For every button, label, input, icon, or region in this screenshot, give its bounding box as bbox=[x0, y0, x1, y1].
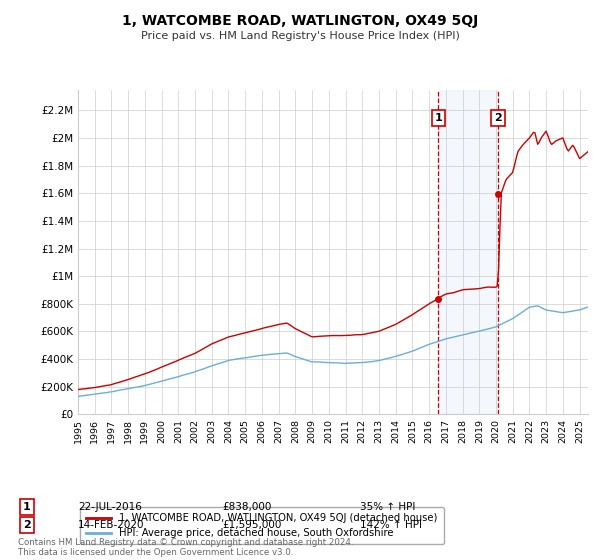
Bar bbox=[439, 90, 498, 414]
Text: £838,000: £838,000 bbox=[222, 502, 271, 512]
Text: 2: 2 bbox=[23, 520, 31, 530]
Text: 35% ↑ HPI: 35% ↑ HPI bbox=[360, 502, 415, 512]
Legend: 1, WATCOMBE ROAD, WATLINGTON, OX49 5QJ (detached house), HPI: Average price, det: 1, WATCOMBE ROAD, WATLINGTON, OX49 5QJ (… bbox=[80, 507, 444, 544]
Text: 1: 1 bbox=[434, 113, 442, 123]
Text: £1,595,000: £1,595,000 bbox=[222, 520, 281, 530]
Text: 142% ↑ HPI: 142% ↑ HPI bbox=[360, 520, 422, 530]
Text: 2: 2 bbox=[494, 113, 502, 123]
Text: 22-JUL-2016: 22-JUL-2016 bbox=[78, 502, 142, 512]
Text: 14-FEB-2020: 14-FEB-2020 bbox=[78, 520, 145, 530]
Text: Price paid vs. HM Land Registry's House Price Index (HPI): Price paid vs. HM Land Registry's House … bbox=[140, 31, 460, 41]
Text: Contains HM Land Registry data © Crown copyright and database right 2024.
This d: Contains HM Land Registry data © Crown c… bbox=[18, 538, 353, 557]
Text: 1: 1 bbox=[23, 502, 31, 512]
Text: 1, WATCOMBE ROAD, WATLINGTON, OX49 5QJ: 1, WATCOMBE ROAD, WATLINGTON, OX49 5QJ bbox=[122, 14, 478, 28]
